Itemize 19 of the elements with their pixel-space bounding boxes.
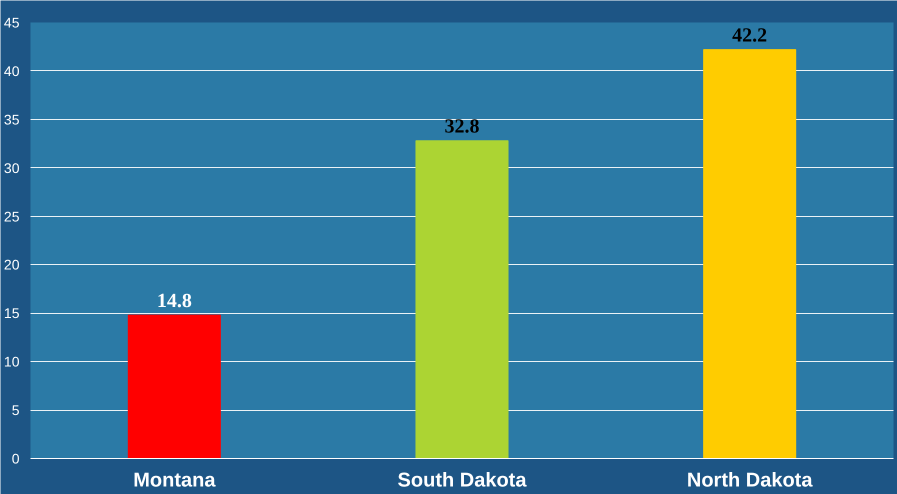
bar [128, 314, 221, 458]
y-tick-label: 15 [4, 305, 20, 322]
x-tick-label: South Dakota [398, 470, 528, 492]
data-label: 42.2 [732, 24, 768, 47]
y-tick-label: 5 [12, 402, 20, 418]
y-tick-label: 30 [4, 160, 20, 176]
y-tick-label: 45 [4, 14, 20, 30]
y-tick-label: 35 [4, 111, 20, 128]
x-tick-label: North Dakota [686, 470, 814, 492]
y-tick-label: 25 [4, 208, 20, 224]
y-tick-label: 20 [4, 256, 20, 273]
y-tick-label: 0 [12, 450, 20, 466]
bar [703, 49, 796, 458]
x-tick-label: Montana [133, 470, 216, 492]
y-tick-label: 40 [4, 62, 20, 79]
data-label: 32.8 [444, 116, 480, 138]
bar [415, 140, 509, 458]
data-label: 14.8 [156, 290, 192, 312]
y-tick-label: 10 [4, 354, 20, 370]
